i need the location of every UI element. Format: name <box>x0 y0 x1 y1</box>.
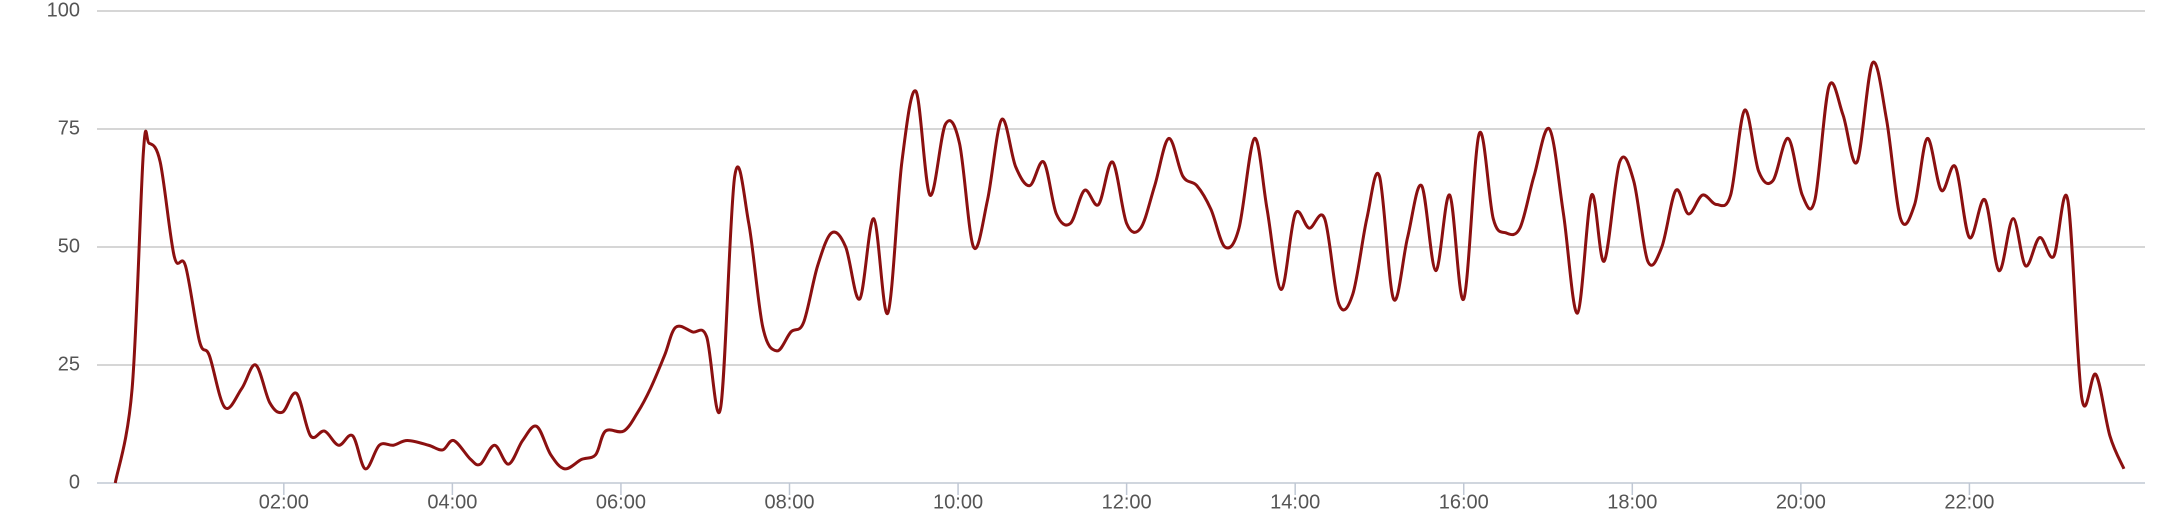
x-tick-label: 20:00 <box>1776 491 1826 513</box>
x-tick-label: 12:00 <box>1102 491 1152 513</box>
x-tick-label: 18:00 <box>1607 491 1657 513</box>
y-tick-label: 25 <box>58 353 80 375</box>
y-tick-label: 75 <box>58 117 80 139</box>
line <box>113 60 2126 484</box>
x-tick-label: 22:00 <box>1944 491 1994 513</box>
x-tick-label: 14:00 <box>1270 491 1320 513</box>
y-tick-label: 0 <box>69 471 80 493</box>
x-tick-label: 04:00 <box>427 491 477 513</box>
x-tick-label: 02:00 <box>259 491 309 513</box>
x-tick-label: 08:00 <box>764 491 814 513</box>
y-tick-label: 50 <box>58 235 80 257</box>
y-tick-label: 100 <box>47 0 80 21</box>
x-tick-label: 16:00 <box>1439 491 1489 513</box>
x-tick-label: 06:00 <box>596 491 646 513</box>
x-tick-label: 10:00 <box>933 491 983 513</box>
